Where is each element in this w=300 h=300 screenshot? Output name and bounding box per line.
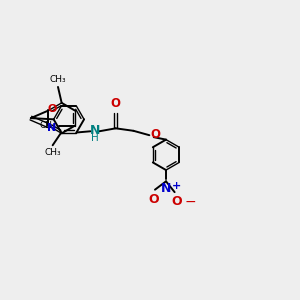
Text: CH₃: CH₃	[39, 121, 56, 130]
Text: O: O	[171, 195, 182, 208]
Text: −: −	[185, 195, 197, 208]
Text: +: +	[171, 181, 181, 191]
Text: O: O	[151, 128, 160, 142]
Text: O: O	[47, 103, 57, 113]
Text: O: O	[111, 97, 121, 110]
Text: N: N	[47, 123, 57, 133]
Text: CH₃: CH₃	[44, 148, 61, 158]
Text: N: N	[90, 124, 100, 137]
Text: H: H	[91, 133, 99, 143]
Text: N: N	[161, 182, 171, 195]
Text: CH₃: CH₃	[50, 75, 66, 84]
Text: O: O	[148, 193, 159, 206]
